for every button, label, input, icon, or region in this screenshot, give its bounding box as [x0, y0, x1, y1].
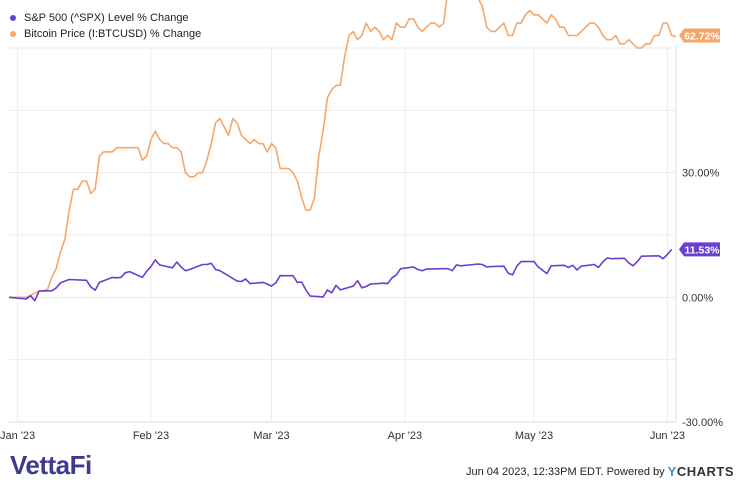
legend: S&P 500 (^SPX) Level % Change Bitcoin Pr… — [6, 10, 201, 42]
x-tick-label: May '23 — [515, 430, 553, 442]
y-tick-label: 30.00% — [682, 168, 720, 180]
end-labels: 62.72% 11.53% — [679, 28, 720, 257]
y-tick-label: 0.00% — [682, 292, 713, 304]
ycharts-logo[interactable]: YCHARTS — [668, 464, 734, 479]
end-label-btc-bg — [679, 28, 720, 43]
legend-label-spx: S&P 500 (^SPX) Level % Change — [24, 12, 189, 24]
gridlines — [9, 46, 677, 423]
x-tick-label: Jan '23 — [0, 430, 35, 442]
x-tick-label: Jun '23 — [650, 430, 685, 442]
legend-item-btc[interactable]: Bitcoin Price (I:BTCUSD) % Change — [6, 26, 201, 42]
x-tick-label: Feb '23 — [133, 430, 169, 442]
ycharts-y-icon: Y — [667, 464, 677, 479]
y-axis: -30.00% 0.00% 30.00% — [682, 168, 723, 429]
y-tick-label: -30.00% — [682, 417, 723, 429]
series-lines — [8, 0, 677, 302]
x-tick-label: Apr '23 — [388, 430, 423, 442]
legend-item-spx[interactable]: S&P 500 (^SPX) Level % Change — [6, 10, 201, 26]
x-axis: Jan '23 Feb '23 Mar '23 Apr '23 May '23 Jun '… — [0, 430, 685, 442]
ycharts-text: CHARTS — [676, 464, 734, 479]
footer-attribution: Jun 04 2023, 12:33PM EDT. Powered by YCH… — [466, 464, 734, 479]
series-line-btc — [9, 0, 677, 299]
vettafi-logo: VettaFi — [10, 450, 92, 480]
end-label-spx: 11.53% — [684, 244, 720, 256]
legend-label-btc: Bitcoin Price (I:BTCUSD) % Change — [24, 28, 202, 40]
footer-powered-by: Powered by — [606, 465, 665, 478]
legend-swatch-spx — [10, 15, 16, 21]
legend-swatch-btc — [10, 31, 16, 37]
end-label-spx-bg — [679, 242, 720, 257]
footer-timestamp: Jun 04 2023, 12:33PM EDT. — [465, 465, 604, 478]
end-label-btc: 62.72% — [684, 31, 720, 43]
series-line-spx — [8, 248, 673, 302]
x-tick-label: Mar '23 — [253, 430, 289, 442]
